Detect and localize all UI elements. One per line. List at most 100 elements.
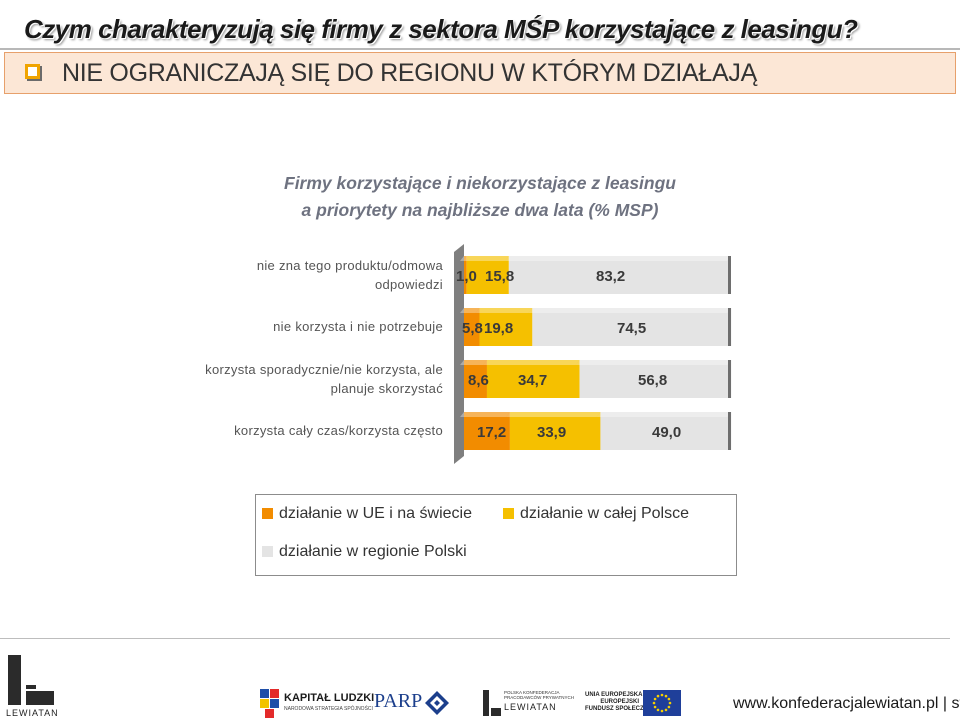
lewiatan-caption-line-1: POLSKA KONFEDERACJA (504, 690, 560, 695)
data-label: 17,2 (477, 424, 506, 441)
bar-segment (479, 308, 533, 346)
stacked-bar-chart: 1,0 15,8 83,2 nie zna tego produktu/odmowa o… (205, 244, 732, 464)
legend-item-region: działanie w regionie Polski (262, 543, 467, 561)
bar-segment (532, 308, 732, 346)
category-label: planuje skorzystać (331, 381, 444, 396)
kapital-ludzki-emblem-icon (260, 689, 279, 718)
category-label: korzysta sporadycznie/nie korzysta, ale (205, 362, 443, 377)
footer-url: www.konfederacjalewiatan.pl | str. 9 (733, 695, 960, 712)
parp-text: PARP (374, 690, 423, 712)
page-subtitle: NIE OGRANICZAJĄ SIĘ DO REGIONU W KTÓRYM … (62, 59, 757, 87)
bar-end-cap (728, 360, 731, 398)
bar-segment-highlight (460, 412, 510, 417)
eu-star-icon (660, 709, 664, 713)
data-label: 5,8 (462, 320, 483, 337)
category-label: nie zna tego produktu/odmowa (257, 258, 444, 273)
legend-label-region: działanie w regionie Polski (279, 543, 467, 560)
eu-caption-line-3: FUNDUSZ SPOŁECZNY (585, 706, 653, 712)
bar-segment (486, 360, 580, 398)
bar-segment-highlight (505, 412, 601, 417)
chart-back-wall (454, 244, 464, 464)
parp-arrows-icon (425, 691, 449, 715)
lewiatan-caption-line-2: PRACODAWCÓW PRYWATNYCH (504, 695, 575, 700)
data-label: 1,0 (456, 268, 477, 285)
bar-segment (600, 412, 732, 450)
data-label: 34,7 (518, 372, 547, 389)
eu-star-icon (664, 694, 668, 698)
chart-title: Firmy korzystające i niekorzystające z l… (0, 170, 960, 224)
eu-caption-line-1: UNIA EUROPEJSKA (585, 692, 643, 698)
bar-segment-highlight (475, 308, 533, 313)
bar-segment (464, 412, 510, 450)
category-label: korzysta cały czas/korzysta często (234, 423, 443, 438)
lewiatan-l-icon (8, 655, 54, 705)
data-label: 74,5 (617, 320, 646, 337)
kapital-ludzki-subtitle: NARODOWA STRATEGIA SPÓJNOŚCI (284, 706, 373, 712)
eu-star-icon (668, 701, 672, 705)
bar-segment-highlight (482, 360, 580, 365)
eu-star-icon (660, 693, 664, 697)
legend-swatch-poland (503, 508, 514, 519)
eu-social-fund-logo: UNIA EUROPEJSKA EUROPEJSKI FUNDUSZ SPOŁE… (585, 690, 681, 718)
legend-item-eu: działanie w UE i na świecie (262, 505, 472, 523)
eu-star-icon (656, 694, 660, 698)
bar-segment (579, 360, 732, 398)
lewiatan-confederation-name: LEWIATAN (504, 702, 557, 712)
bar-segment (464, 308, 480, 346)
eu-caption-line-2: EUROPEJSKI (600, 699, 639, 705)
data-label: 15,8 (485, 268, 514, 285)
data-label: 8,6 (468, 372, 489, 389)
bar-row (460, 360, 732, 398)
eu-caption: UNIA EUROPEJSKA EUROPEJSKI FUNDUSZ SPOŁE… (585, 692, 653, 713)
legend-swatch-region (262, 546, 273, 557)
bar-end-cap (728, 308, 731, 346)
lewiatan-confederation-logo: POLSKA KONFEDERACJA PRACODAWCÓW PRYWATNY… (482, 688, 574, 718)
eu-star-icon (653, 705, 657, 709)
category-label: odpowiedzi (375, 277, 443, 292)
legend-label-poland: działanie w całej Polsce (520, 505, 689, 522)
bar-segment (509, 412, 601, 450)
bar-segment (508, 256, 731, 294)
eu-flag-icon (643, 690, 681, 716)
page-title: Czym charakteryzują się firmy z sektora … (24, 14, 858, 44)
kapital-ludzki-logo: KAPITAŁ LUDZKI NARODOWA STRATEGIA SPÓJNO… (258, 685, 378, 719)
lewiatan-logo (6, 655, 56, 717)
bar-segment-highlight (596, 412, 732, 417)
bar-segment-highlight (528, 308, 732, 313)
eu-star-icon (652, 701, 656, 705)
data-label: 49,0 (652, 424, 681, 441)
data-label: 19,8 (484, 320, 513, 337)
bar-segment-highlight (460, 256, 467, 261)
chart-legend: działanie w UE i na świecie działanie w … (255, 494, 737, 576)
bar-row (460, 412, 732, 450)
title-divider (0, 48, 960, 50)
category-label: nie korzysta i nie potrzebuje (273, 319, 443, 334)
legend-label-eu: działanie w UE i na świecie (279, 505, 472, 522)
data-label: 83,2 (596, 268, 625, 285)
bar-segment (464, 360, 487, 398)
bar-segment-highlight (460, 360, 487, 365)
kapital-ludzki-title: KAPITAŁ LUDZKI (284, 692, 375, 704)
bar-end-cap (728, 256, 731, 294)
bar-segment-highlight (575, 360, 732, 365)
legend-item-poland: działanie w całej Polsce (503, 505, 689, 523)
chart-title-line-1: Firmy korzystające i niekorzystające z l… (284, 173, 676, 193)
footer-divider (0, 638, 950, 639)
bar-segment (464, 256, 467, 294)
data-label: 56,8 (638, 372, 667, 389)
bar-segment (466, 256, 509, 294)
bar-end-cap (728, 412, 731, 450)
eu-star-icon (653, 697, 657, 701)
parp-logo: PARP (374, 688, 452, 716)
legend-swatch-eu (262, 508, 273, 519)
data-label: 33,9 (537, 424, 566, 441)
eu-star-icon (667, 705, 671, 709)
bar-row (460, 308, 732, 346)
lewiatan-confederation-caption: POLSKA KONFEDERACJA PRACODAWCÓW PRYWATNY… (504, 690, 574, 700)
bar-row (460, 256, 731, 294)
bar-segment-highlight (460, 308, 480, 313)
lewiatan-logo-text: LEWIATAN (6, 708, 59, 718)
eu-star-icon (656, 708, 660, 712)
subtitle-banner: NIE OGRANICZAJĄ SIĘ DO REGIONU W KTÓRYM … (4, 52, 956, 94)
checkbox-bullet-icon (25, 64, 40, 79)
